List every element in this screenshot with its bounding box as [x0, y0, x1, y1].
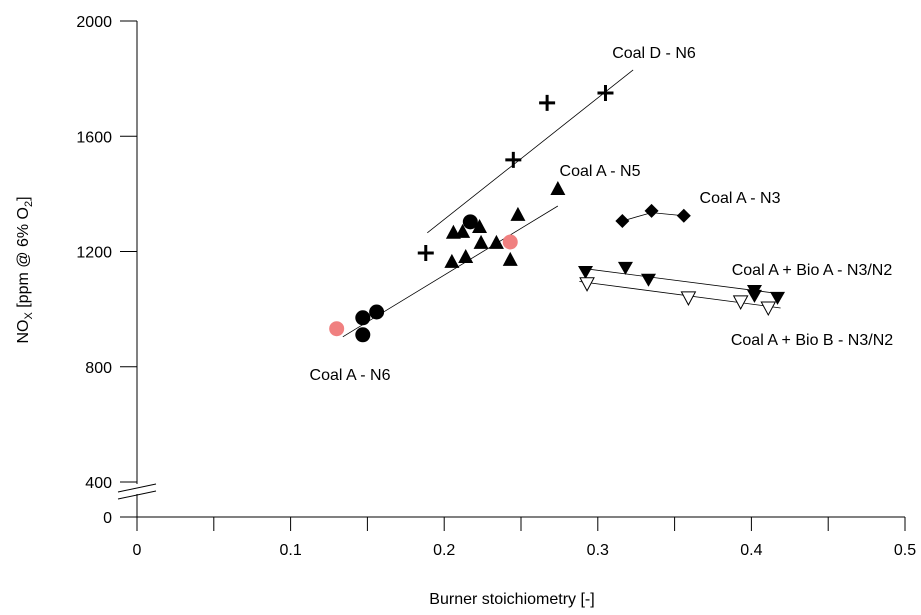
- marker: [502, 234, 518, 250]
- y-label-part: [ppm @ 6% O: [15, 207, 32, 312]
- y-tick-label: 1600: [76, 129, 112, 146]
- y-tick-label: 1200: [76, 245, 112, 262]
- series-label: Coal A + Bio A - N3/N2: [732, 262, 893, 279]
- x-tick-label: 0: [133, 542, 142, 559]
- marker: [329, 321, 345, 337]
- marker: [539, 94, 556, 111]
- y-tick-label: 400: [85, 475, 112, 492]
- marker: [770, 291, 786, 305]
- marker: [355, 327, 371, 343]
- marker: [746, 289, 762, 303]
- y-tick-label: 2000: [76, 14, 112, 31]
- marker: [472, 219, 488, 234]
- series-label: Coal A - N5: [560, 163, 641, 180]
- marker: [550, 180, 566, 195]
- marker: [644, 203, 659, 218]
- fit-line: [579, 281, 781, 309]
- x-tick-label: 0.5: [894, 542, 916, 559]
- x-tick-label: 0.4: [740, 542, 762, 559]
- marker: [676, 208, 691, 223]
- marker: [455, 223, 471, 238]
- y-label-subscript: X: [23, 312, 35, 320]
- marker: [579, 277, 595, 292]
- marker: [732, 295, 749, 310]
- series-label: Coal A - N3: [700, 190, 781, 207]
- y-label-part: NO: [15, 320, 32, 344]
- series-label: Coal A - N6: [310, 367, 391, 384]
- marker: [615, 213, 630, 228]
- y-axis-label: NOX [ppm @ 6% O2]: [15, 196, 35, 343]
- marker: [680, 291, 697, 306]
- y-tick-label: 0: [103, 510, 112, 527]
- series-label: Coal A + Bio B - N3/N2: [731, 332, 893, 349]
- marker: [597, 85, 614, 102]
- axis-break: [117, 483, 157, 493]
- axis-break: [117, 490, 157, 500]
- x-tick-label: 0.3: [587, 542, 609, 559]
- marker: [488, 234, 504, 249]
- marker: [640, 273, 656, 287]
- marker: [369, 304, 385, 320]
- marker: [462, 214, 478, 230]
- marker: [510, 206, 526, 221]
- x-tick-label: 0.2: [433, 542, 455, 559]
- marker: [473, 234, 489, 249]
- marker: [578, 265, 594, 279]
- y-tick-label: 800: [85, 360, 112, 377]
- marker: [760, 301, 777, 317]
- fit-line: [579, 267, 781, 295]
- x-tick-label: 0.1: [279, 542, 301, 559]
- fit-line: [427, 69, 634, 234]
- x-axis-label: Burner stoichiometry [-]: [429, 591, 594, 608]
- marker: [617, 261, 633, 275]
- marker: [417, 244, 434, 261]
- y-label-part: ]: [15, 196, 32, 200]
- series-label: Coal D - N6: [612, 45, 696, 62]
- marker: [505, 151, 522, 168]
- marker: [355, 310, 371, 326]
- marker: [444, 253, 460, 268]
- marker: [458, 248, 474, 263]
- marker: [502, 251, 518, 266]
- y-label-subscript: 2: [23, 201, 35, 207]
